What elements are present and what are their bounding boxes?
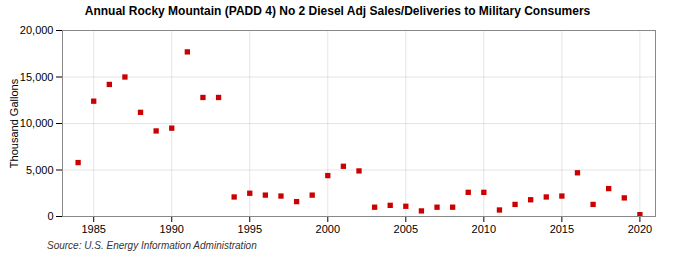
svg-text:1985: 1985: [81, 223, 105, 235]
svg-text:15,000: 15,000: [20, 71, 54, 83]
svg-text:2015: 2015: [550, 223, 574, 235]
svg-text:Thousand Gallons: Thousand Gallons: [8, 78, 20, 168]
svg-text:2005: 2005: [394, 223, 418, 235]
svg-text:20,000: 20,000: [20, 24, 54, 36]
svg-text:10,000: 10,000: [20, 117, 54, 129]
svg-text:2000: 2000: [316, 223, 340, 235]
svg-text:5,000: 5,000: [26, 164, 54, 176]
svg-text:0: 0: [47, 210, 53, 222]
svg-text:2010: 2010: [472, 223, 496, 235]
svg-text:1990: 1990: [159, 223, 183, 235]
svg-text:2020: 2020: [628, 223, 652, 235]
html-text:Annual Rocky Mountain (PADD 4): Annual Rocky Mountain (PADD 4) No 2 Dies…: [84, 4, 591, 18]
html-text:Source: U.S. Energy Informatio: Source: U.S. Energy Information Administ…: [47, 240, 257, 251]
svg-text:1995: 1995: [238, 223, 262, 235]
